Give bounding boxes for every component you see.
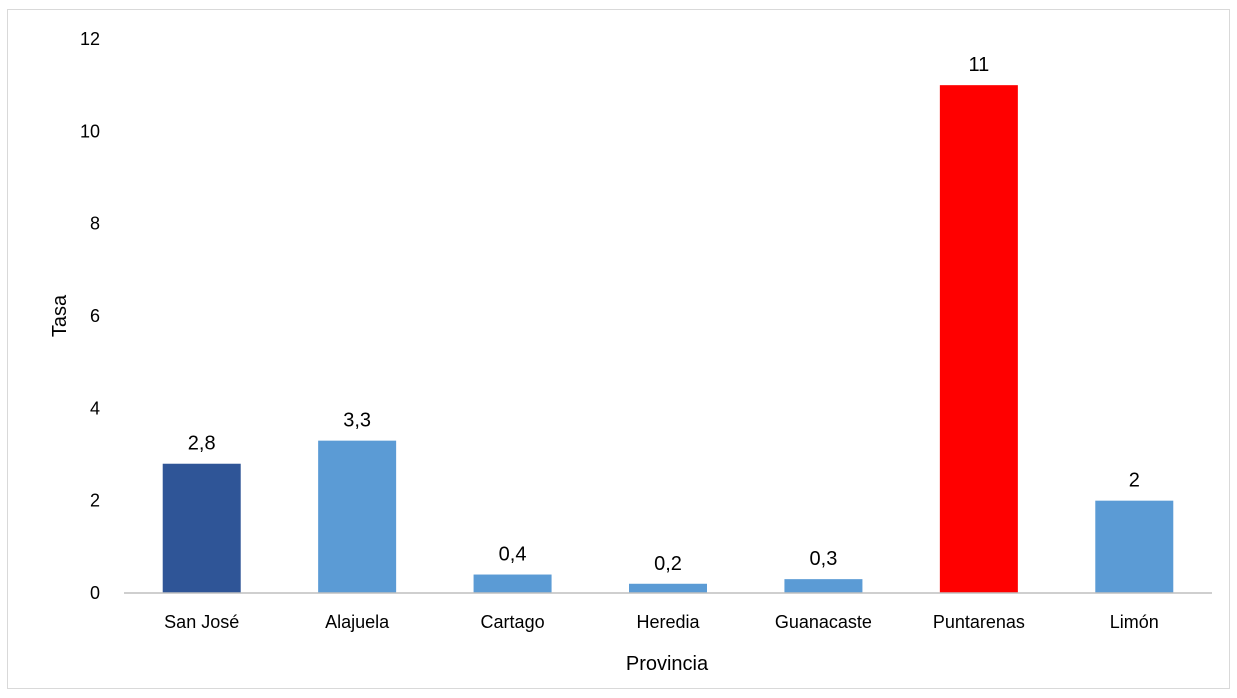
x-tick-label: Limón	[1110, 612, 1159, 632]
bar	[473, 574, 552, 593]
x-tick-label: Heredia	[636, 612, 700, 632]
y-tick-label: 6	[90, 306, 100, 326]
y-tick-label: 2	[90, 491, 100, 511]
x-tick-label: Alajuela	[325, 612, 390, 632]
data-label: 0,3	[810, 548, 838, 570]
y-tick-label: 8	[90, 214, 100, 234]
y-tick-label: 12	[80, 29, 100, 49]
bar	[784, 579, 863, 593]
y-tick-label: 4	[90, 398, 100, 418]
bar	[162, 463, 241, 593]
bar	[939, 85, 1018, 594]
x-tick-label: Puntarenas	[933, 612, 1025, 632]
y-tick-label: 10	[80, 121, 100, 141]
bar	[629, 583, 707, 593]
data-label: 0,4	[499, 544, 527, 566]
data-label: 0,2	[654, 553, 682, 575]
x-tick-label: Cartago	[481, 612, 545, 632]
data-label: 3,3	[343, 410, 371, 432]
data-label: 11	[968, 54, 989, 76]
y-axis-ticks: 0 2 4 6 8 10 12	[80, 29, 100, 603]
y-axis-title: Tasa	[49, 294, 71, 337]
x-tick-label: San José	[164, 612, 239, 632]
data-label: 2,8	[188, 433, 216, 455]
bar	[1095, 500, 1174, 593]
y-tick-label: 0	[90, 583, 100, 603]
x-axis-title: Provincia	[626, 653, 709, 675]
data-labels: 2,8 3,3 0,4 0,2 0,3 11 2	[188, 54, 1140, 575]
x-tick-label: Guanacaste	[775, 612, 872, 632]
bars	[162, 85, 1174, 594]
data-label: 2	[1129, 470, 1140, 492]
bar	[318, 440, 397, 593]
x-axis-ticks: San José Alajuela Cartago Heredia Guanacaste…	[164, 612, 1159, 632]
